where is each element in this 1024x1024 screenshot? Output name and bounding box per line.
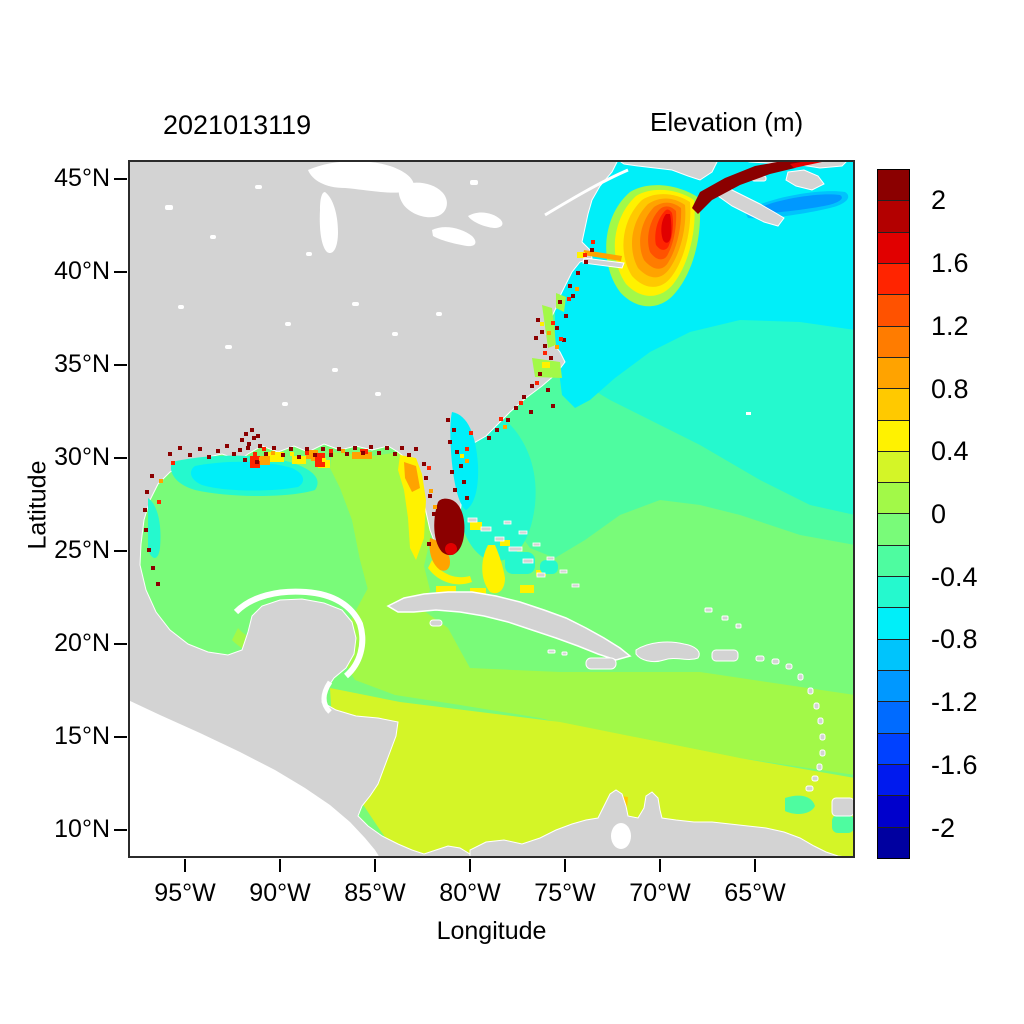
- colorbar-cell: [878, 608, 909, 640]
- colorbar-cell: [878, 232, 909, 264]
- y-tick: [114, 550, 127, 552]
- x-tick-label: 65°W: [724, 879, 786, 907]
- colorbar-tick-label: 0.8: [931, 374, 969, 404]
- colorbar: [877, 169, 910, 859]
- y-tick-label: 15°N: [54, 722, 110, 750]
- x-tick: [279, 859, 281, 872]
- pacific-outside-domain: [128, 700, 380, 858]
- long-island: [582, 257, 625, 269]
- great-lakes: [165, 161, 629, 406]
- x-tick: [754, 859, 756, 872]
- colorbar-cell: [878, 483, 909, 515]
- caribbean-yellow: [330, 688, 855, 858]
- land-south-america: [469, 789, 855, 858]
- colorbar-cell: [878, 733, 909, 765]
- colorbar-cell: [878, 796, 909, 828]
- x-tick: [184, 859, 186, 872]
- y-tick: [114, 457, 127, 459]
- trinidad-green-patches: [785, 795, 854, 833]
- colorbar-cell: [878, 514, 909, 546]
- x-tick: [564, 859, 566, 872]
- y-tick-label: 35°N: [54, 350, 110, 378]
- coastal-speckles-red: [157, 240, 595, 504]
- colorbar-cell: [878, 389, 909, 421]
- map-canvas: [128, 160, 855, 858]
- colorbar-cell: [878, 326, 909, 358]
- honduras-white-rim: [321, 680, 333, 714]
- x-axis-label: Longitude: [436, 917, 547, 945]
- florida-features: [352, 412, 479, 585]
- coastal-speckles-yellow: [274, 322, 544, 462]
- colorbar-cell: [878, 764, 909, 797]
- bahamas-islets: [467, 517, 580, 588]
- coastal-speckles-maroon: [143, 248, 594, 586]
- x-tick-label: 75°W: [534, 879, 596, 907]
- x-tick-label: 90°W: [249, 879, 311, 907]
- y-tick: [114, 829, 127, 831]
- y-tick: [114, 643, 127, 645]
- y-tick-label: 10°N: [54, 815, 110, 843]
- bermuda-dot: [746, 412, 751, 415]
- lesser-antilles: [755, 655, 855, 817]
- long-island-sound-yellow: [577, 252, 585, 258]
- y-tick: [114, 271, 127, 273]
- yucatan-white-rim: [233, 588, 366, 679]
- y-tick-label: 45°N: [54, 164, 110, 192]
- y-tick-label: 25°N: [54, 536, 110, 564]
- isle-of-youth: [429, 619, 443, 627]
- y-tick: [114, 178, 127, 180]
- colorbar-tick-label: 0: [931, 499, 947, 529]
- colorbar-tick-label: -0.4: [931, 562, 978, 592]
- nw-gulf-shelf: [148, 450, 330, 558]
- colorbar-cell: [878, 702, 909, 734]
- timestamp-title: 2021013119: [163, 110, 312, 140]
- colorbar-tick-label: 1.2: [931, 311, 969, 341]
- colorbar-cell: [878, 201, 909, 233]
- greater-antilles: [547, 607, 742, 670]
- x-tick-label: 95°W: [154, 879, 216, 907]
- x-tick-label: 80°W: [439, 879, 501, 907]
- colorbar-tick-label: 2: [931, 185, 947, 215]
- land-cuba: [386, 591, 632, 661]
- nova-scotia-blue-core: [755, 194, 842, 214]
- x-tick: [469, 859, 471, 872]
- x-tick-label: 85°W: [344, 879, 406, 907]
- colorbar-cell: [878, 295, 909, 327]
- colorbar-tick-label: -1.2: [931, 687, 978, 717]
- y-tick-label: 40°N: [54, 257, 110, 285]
- y-tick: [114, 736, 127, 738]
- plot-frame: [128, 160, 855, 858]
- colorbar-cell: [878, 639, 909, 671]
- cuba-coast-yellow: [436, 586, 486, 595]
- y-tick-label: 30°N: [54, 443, 110, 471]
- y-tick-label: 20°N: [54, 629, 110, 657]
- colorbar-cell: [878, 545, 909, 578]
- colorbar-cell: [878, 671, 909, 703]
- gulf-of-maine-rings: [606, 185, 701, 307]
- caribbean-green-yellow: [340, 588, 855, 775]
- coastal-speckles-orange: [159, 287, 579, 509]
- lake-maracaibo: [611, 823, 631, 849]
- colorbar-tick-label: -2: [931, 813, 956, 843]
- colorbar-cell: [878, 263, 909, 296]
- colorbar-tick-label: 0.4: [931, 436, 969, 466]
- colorbar-cell: [878, 170, 909, 202]
- y-tick: [114, 364, 127, 366]
- colorbar-cell: [878, 577, 909, 609]
- colorbar-title: Elevation (m): [650, 107, 804, 137]
- y-axis-label: Latitude: [23, 460, 52, 550]
- colorbar-tick-label: -1.6: [931, 750, 978, 780]
- bahamas-patches: [470, 522, 558, 594]
- colorbar-cell: [878, 451, 909, 484]
- x-tick-label: 70°W: [629, 879, 691, 907]
- colorbar-tick-label: -0.8: [931, 624, 978, 654]
- long-island-sound-orange: [583, 250, 622, 261]
- colorbar-cell: [878, 420, 909, 452]
- x-tick: [374, 859, 376, 872]
- colorbar-tick-label: 1.6: [931, 248, 969, 278]
- colorbar-cell: [878, 357, 909, 390]
- x-tick: [659, 859, 661, 872]
- colorbar-cell: [878, 827, 909, 858]
